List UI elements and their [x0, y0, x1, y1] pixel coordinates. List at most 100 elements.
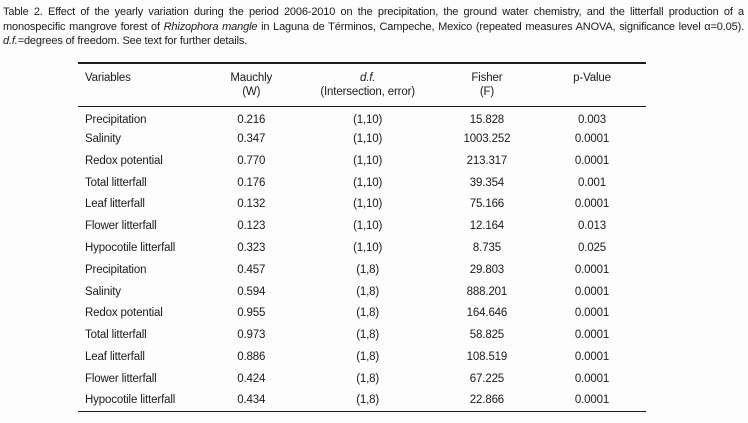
caption-text-segment: Table 2. Effect of the yearly variation …	[3, 6, 744, 33]
col-header-pvalue: p-Value	[538, 62, 646, 107]
cell-mauchly-w: 0.323	[237, 241, 266, 254]
caption-text-segment: in Laguna de Términos, Campeche, Mexico …	[257, 20, 744, 33]
cell-fisher-f: 164.646	[466, 307, 508, 320]
cell-mauchly-w: 0.457	[237, 263, 266, 276]
table-row: Precipitation 0.216 (1,10) 15.828 0.003	[78, 106, 646, 128]
cell-p-value: 0.0001	[574, 132, 610, 145]
table-row: Redox potential 0.770 (1,10) 213.317 0.0001	[78, 150, 646, 172]
cell-mauchly-w: 0.594	[237, 285, 266, 298]
cell-variable: Total litterfall	[85, 176, 147, 189]
table-row: Flower litterfall 0.424 (1,8) 67.225 0.0001	[78, 368, 646, 390]
table-row: Redox potential 0.955 (1,8) 164.646 0.0001	[78, 302, 646, 324]
cell-p-value: 0.0001	[574, 154, 610, 167]
cell-mauchly-w: 0.347	[237, 132, 266, 145]
col-header-fisher: Fisher (F)	[435, 62, 539, 107]
cell-df: (1,8)	[356, 350, 380, 363]
header-row: Variables Mauchly (W) d.f. (Intersection…	[78, 62, 646, 107]
table-header: Variables Mauchly (W) d.f. (Intersection…	[78, 62, 646, 107]
cell-df: (1,10)	[353, 176, 383, 189]
table-row: Salinity 0.347 (1,10) 1003.252 0.0001	[78, 128, 646, 150]
cell-df: (1,10)	[353, 198, 383, 211]
cell-variable: Precipitation	[85, 263, 147, 276]
col-header-mauchly: Mauchly (W)	[202, 62, 300, 107]
cell-fisher-f: 15.828	[469, 113, 505, 126]
cell-p-value: 0.0001	[574, 307, 610, 320]
cell-variable: Redox potential	[85, 307, 163, 320]
cell-df: (1,10)	[353, 132, 383, 145]
cell-df: (1,10)	[353, 241, 383, 254]
cell-df: (1,10)	[353, 220, 383, 233]
cell-variable: Redox potential	[85, 154, 163, 167]
cell-mauchly-w: 0.886	[237, 350, 266, 363]
cell-p-value: 0.0001	[574, 198, 610, 211]
cell-mauchly-w: 0.770	[237, 154, 266, 167]
caption-italic-segment: Rhizophora mangle	[163, 20, 258, 33]
cell-df: (1,8)	[356, 329, 380, 342]
cell-variable: Leaf litterfall	[85, 350, 145, 363]
table-row: Leaf litterfall 0.886 (1,8) 108.519 0.0001	[78, 346, 646, 368]
cell-fisher-f: 213.317	[466, 154, 508, 167]
cell-variable: Flower litterfall	[85, 372, 157, 385]
cell-fisher-f: 1003.252	[463, 132, 511, 145]
table-row: Total litterfall 0.973 (1,8) 58.825 0.0001	[78, 324, 646, 346]
anova-results-table: Variables Mauchly (W) d.f. (Intersection…	[78, 61, 646, 412]
cell-p-value: 0.0001	[574, 350, 610, 363]
cell-p-value: 0.001	[578, 176, 607, 189]
table-row: Total litterfall 0.176 (1,10) 39.354 0.001	[78, 172, 646, 194]
col-header-df: d.f. (Intersection, error)	[299, 62, 436, 107]
cell-fisher-f: 29.803	[469, 263, 505, 276]
cell-p-value: 0.0001	[574, 263, 610, 276]
anova-table: Variables Mauchly (W) d.f. (Intersection…	[78, 61, 646, 412]
table-row: Hypocotile litterfall 0.323 (1,10) 8.735 0.0…	[78, 237, 646, 259]
cell-variable: Flower litterfall	[85, 220, 157, 233]
cell-fisher-f: 888.201	[466, 285, 508, 298]
cell-mauchly-w: 0.955	[237, 307, 266, 320]
col-header-variables: Variables	[78, 62, 203, 107]
table-row: Hypocotile litterfall 0.434 (1,8) 22.866 0.0…	[78, 390, 646, 412]
cell-fisher-f: 67.225	[469, 372, 505, 385]
cell-mauchly-w: 0.132	[237, 198, 266, 211]
cell-mauchly-w: 0.123	[237, 220, 266, 233]
cell-df: (1,8)	[356, 263, 380, 276]
cell-df: (1,10)	[353, 113, 383, 126]
table-row: Precipitation 0.457 (1,8) 29.803 0.0001	[78, 259, 646, 281]
cell-variable: Salinity	[85, 132, 121, 145]
cell-mauchly-w: 0.176	[237, 176, 266, 189]
cell-variable: Total litterfall	[85, 329, 147, 342]
cell-fisher-f: 58.825	[469, 329, 505, 342]
cell-mauchly-w: 0.216	[237, 113, 266, 126]
cell-variable: Precipitation	[85, 113, 147, 126]
table-row: Flower litterfall 0.123 (1,10) 12.164 0.013	[78, 215, 646, 237]
cell-variable: Hypocotile litterfall	[85, 241, 176, 254]
caption-text-segment: =degrees of freedom. See text for furthe…	[17, 35, 248, 48]
cell-df: (1,8)	[356, 394, 380, 407]
cell-df: (1,8)	[356, 285, 380, 298]
cell-fisher-f: 22.866	[469, 394, 505, 407]
cell-p-value: 0.025	[578, 241, 607, 254]
table-body: Precipitation 0.216 (1,10) 15.828 0.003 Salin…	[78, 106, 646, 411]
cell-fisher-f: 39.354	[469, 176, 505, 189]
cell-p-value: 0.0001	[574, 394, 610, 407]
cell-df: (1,8)	[356, 372, 380, 385]
cell-fisher-f: 8.735	[472, 241, 501, 254]
cell-fisher-f: 108.519	[466, 350, 508, 363]
cell-fisher-f: 75.166	[469, 198, 505, 211]
cell-variable: Leaf litterfall	[85, 198, 145, 211]
cell-mauchly-w: 0.434	[237, 394, 266, 407]
cell-p-value: 0.0001	[574, 329, 610, 342]
table-row: Leaf litterfall 0.132 (1,10) 75.166 0.0001	[78, 193, 646, 215]
cell-p-value: 0.0001	[574, 372, 610, 385]
cell-p-value: 0.013	[578, 220, 607, 233]
cell-fisher-f: 12.164	[469, 220, 505, 233]
cell-df: (1,10)	[353, 154, 383, 167]
cell-p-value: 0.0001	[574, 285, 610, 298]
table-row: Salinity 0.594 (1,8) 888.201 0.0001	[78, 281, 646, 303]
cell-p-value: 0.003	[578, 113, 607, 126]
cell-mauchly-w: 0.424	[237, 372, 266, 385]
cell-mauchly-w: 0.973	[237, 329, 266, 342]
cell-df: (1,8)	[356, 307, 380, 320]
cell-variable: Salinity	[85, 285, 121, 298]
table-caption: Table 2. Effect of the yearly variation …	[0, 0, 748, 49]
cell-variable: Hypocotile litterfall	[85, 394, 176, 407]
